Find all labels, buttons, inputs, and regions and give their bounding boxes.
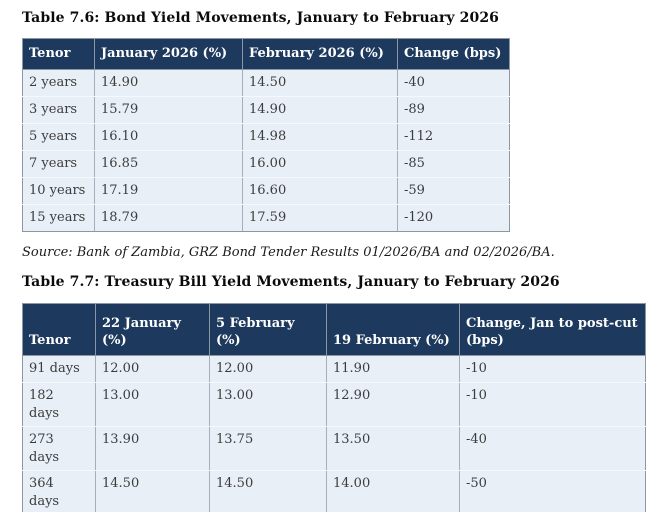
column-header: Tenor (22, 38, 95, 70)
table-cell: -59 (397, 177, 510, 205)
table-cell: 17.59 (242, 204, 398, 232)
table-cell: 15 years (22, 204, 95, 232)
table-row: 182 days 13.00 13.00 12.90 -10 (22, 382, 646, 427)
column-header: Change (bps) (397, 38, 510, 70)
table-cell: 16.10 (94, 123, 243, 151)
table-cell: 17.19 (94, 177, 243, 205)
column-header: Tenor (22, 303, 96, 356)
table-row: 364 days 14.50 14.50 14.00 -50 (22, 470, 646, 512)
table-cell: 14.50 (209, 470, 327, 512)
table-cell: 12.00 (209, 355, 327, 383)
table-cell: 18.79 (94, 204, 243, 232)
column-header: 5 February (%) (209, 303, 327, 356)
tbill-yield-table: Tenor 22 January (%) 5 February (%) 19 F… (22, 303, 646, 512)
table-row: 273 days 13.90 13.75 13.50 -40 (22, 426, 646, 471)
column-header: January 2026 (%) (94, 38, 243, 70)
bond-header-row: Tenor January 2026 (%) February 2026 (%)… (22, 38, 510, 70)
column-header: 22 January (%) (95, 303, 210, 356)
table-row: 10 years 17.19 16.60 -59 (22, 177, 510, 205)
table-cell: 5 years (22, 123, 95, 151)
table-cell: 273 days (22, 426, 96, 471)
table-cell: 7 years (22, 150, 95, 178)
table-cell: -89 (397, 96, 510, 124)
table-cell: 14.00 (326, 470, 460, 512)
table-cell: 14.50 (242, 69, 398, 97)
table-row: 7 years 16.85 16.00 -85 (22, 150, 510, 178)
table-row: 2 years 14.90 14.50 -40 (22, 69, 510, 97)
table-cell: -50 (459, 470, 646, 512)
table-cell: 2 years (22, 69, 95, 97)
table-cell: 14.98 (242, 123, 398, 151)
table-row: 15 years 18.79 17.59 -120 (22, 204, 510, 232)
table-cell: 14.90 (94, 69, 243, 97)
table-row: 91 days 12.00 12.00 11.90 -10 (22, 355, 646, 383)
table-cell: 13.00 (95, 382, 210, 427)
table-cell: 3 years (22, 96, 95, 124)
table-cell: 16.00 (242, 150, 398, 178)
table-cell: -10 (459, 355, 646, 383)
table-cell: 11.90 (326, 355, 460, 383)
table-cell: 13.00 (209, 382, 327, 427)
table-row: 3 years 15.79 14.90 -89 (22, 96, 510, 124)
table-cell: -10 (459, 382, 646, 427)
bond-yield-table: Tenor January 2026 (%) February 2026 (%)… (22, 38, 510, 232)
table-cell: -85 (397, 150, 510, 178)
table-cell: -120 (397, 204, 510, 232)
table-cell: 13.50 (326, 426, 460, 471)
table-cell: 15.79 (94, 96, 243, 124)
table-cell: 364 days (22, 470, 96, 512)
table-cell: 12.00 (95, 355, 210, 383)
table-cell: 10 years (22, 177, 95, 205)
table-cell: 91 days (22, 355, 96, 383)
bond-table-source: Source: Bank of Zambia, GRZ Bond Tender … (22, 245, 555, 260)
column-header: Change, Jan to post-cut (bps) (459, 303, 646, 356)
column-header: 19 February (%) (326, 303, 460, 356)
table-cell: -112 (397, 123, 510, 151)
tbill-table-caption: Table 7.7: Treasury Bill Yield Movements… (22, 274, 560, 290)
table-cell: 14.50 (95, 470, 210, 512)
table-row: 5 years 16.10 14.98 -112 (22, 123, 510, 151)
table-cell: 16.85 (94, 150, 243, 178)
table-cell: 16.60 (242, 177, 398, 205)
table-cell: 13.75 (209, 426, 327, 471)
table-cell: 12.90 (326, 382, 460, 427)
table-cell: -40 (397, 69, 510, 97)
column-header: February 2026 (%) (242, 38, 398, 70)
table-cell: 14.90 (242, 96, 398, 124)
tbill-header-row: Tenor 22 January (%) 5 February (%) 19 F… (22, 303, 646, 356)
table-cell: 13.90 (95, 426, 210, 471)
table-cell: -40 (459, 426, 646, 471)
table-cell: 182 days (22, 382, 96, 427)
bond-table-caption: Table 7.6: Bond Yield Movements, January… (22, 10, 500, 26)
